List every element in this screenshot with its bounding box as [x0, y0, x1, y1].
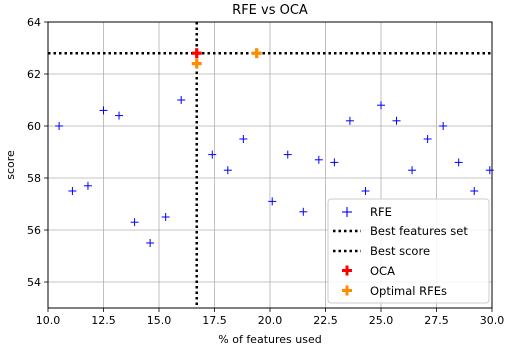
x-tick-label: 20.0: [258, 314, 283, 327]
y-tick-label: 60: [27, 120, 41, 133]
point-rfe: [208, 150, 217, 159]
legend: RFE Best features set Best score OCA Opt…: [327, 198, 490, 304]
point-rfe: [83, 181, 92, 190]
legend-label-rfe: RFE: [370, 205, 392, 219]
point-rfe: [470, 187, 479, 195]
x-axis-label: % of features used: [218, 333, 321, 346]
point-rfe: [99, 106, 108, 115]
point-rfe: [177, 96, 186, 104]
point-rfe: [268, 197, 277, 206]
point-rfe: [314, 155, 323, 164]
legend-marker-optimal-rfes: [342, 285, 352, 296]
legend-entry-optimal-rfes: Optimal RFEs: [342, 284, 447, 298]
x-axis-ticks: 10.0 12.5 15.0 17.5 20.0 22.5 25.0 27.5 30.0: [36, 308, 505, 327]
x-tick-label: 25.0: [369, 314, 394, 327]
legend-label-optimal-rfes: Optimal RFEs: [370, 284, 447, 298]
point-rfe: [345, 116, 354, 125]
x-tick-label: 17.5: [202, 314, 227, 327]
reference-lines: [48, 22, 492, 308]
y-tick-label: 56: [27, 224, 41, 237]
point-rfe: [161, 213, 170, 221]
point-rfe: [439, 122, 448, 130]
x-tick-label: 22.5: [313, 314, 338, 327]
point-rfe: [423, 135, 432, 143]
point-rfe: [55, 122, 64, 130]
y-axis-label: score: [4, 150, 17, 180]
point-rfe: [283, 150, 292, 159]
point-rfe: [330, 158, 339, 167]
point-rfe: [299, 207, 308, 216]
legend-marker-rfe: [342, 207, 352, 217]
legend-label-oca: OCA: [370, 264, 395, 278]
x-tick-label: 12.5: [91, 314, 116, 327]
point-rfe: [239, 135, 248, 143]
legend-entry-rfe: RFE: [342, 205, 392, 219]
y-tick-label: 62: [27, 68, 41, 81]
point-optimal-rfes: [251, 48, 262, 59]
point-rfe: [361, 187, 370, 195]
legend-label-best-features-set: Best features set: [370, 224, 468, 238]
x-tick-label: 30.0: [480, 314, 505, 327]
x-tick-label: 15.0: [147, 314, 172, 327]
legend-marker-oca: [342, 265, 352, 276]
legend-entry-best-features-set: Best features set: [333, 224, 468, 238]
chart-title: RFE vs OCA: [232, 3, 308, 18]
point-rfe: [115, 111, 124, 120]
x-tick-label: 27.5: [424, 314, 449, 327]
y-tick-label: 58: [27, 172, 41, 185]
point-oca: [191, 48, 202, 59]
data-points: [55, 48, 494, 247]
point-rfe: [130, 218, 139, 227]
point-optimal-rfes: [191, 58, 202, 69]
legend-box: [327, 198, 490, 304]
point-rfe: [454, 158, 463, 167]
point-rfe: [223, 166, 232, 175]
y-tick-label: 54: [27, 276, 41, 289]
legend-entry-best-score: Best score: [333, 244, 430, 258]
point-rfe: [146, 239, 155, 247]
x-tick-label: 10.0: [36, 314, 61, 327]
legend-entry-oca: OCA: [342, 264, 395, 278]
y-axis-ticks: 54 56 58 60 62 64: [27, 16, 48, 289]
point-rfe: [392, 116, 401, 125]
y-tick-label: 64: [27, 16, 41, 29]
point-rfe: [68, 187, 77, 195]
point-rfe: [408, 166, 417, 175]
point-rfe: [377, 101, 385, 110]
legend-label-best-score: Best score: [370, 244, 430, 258]
